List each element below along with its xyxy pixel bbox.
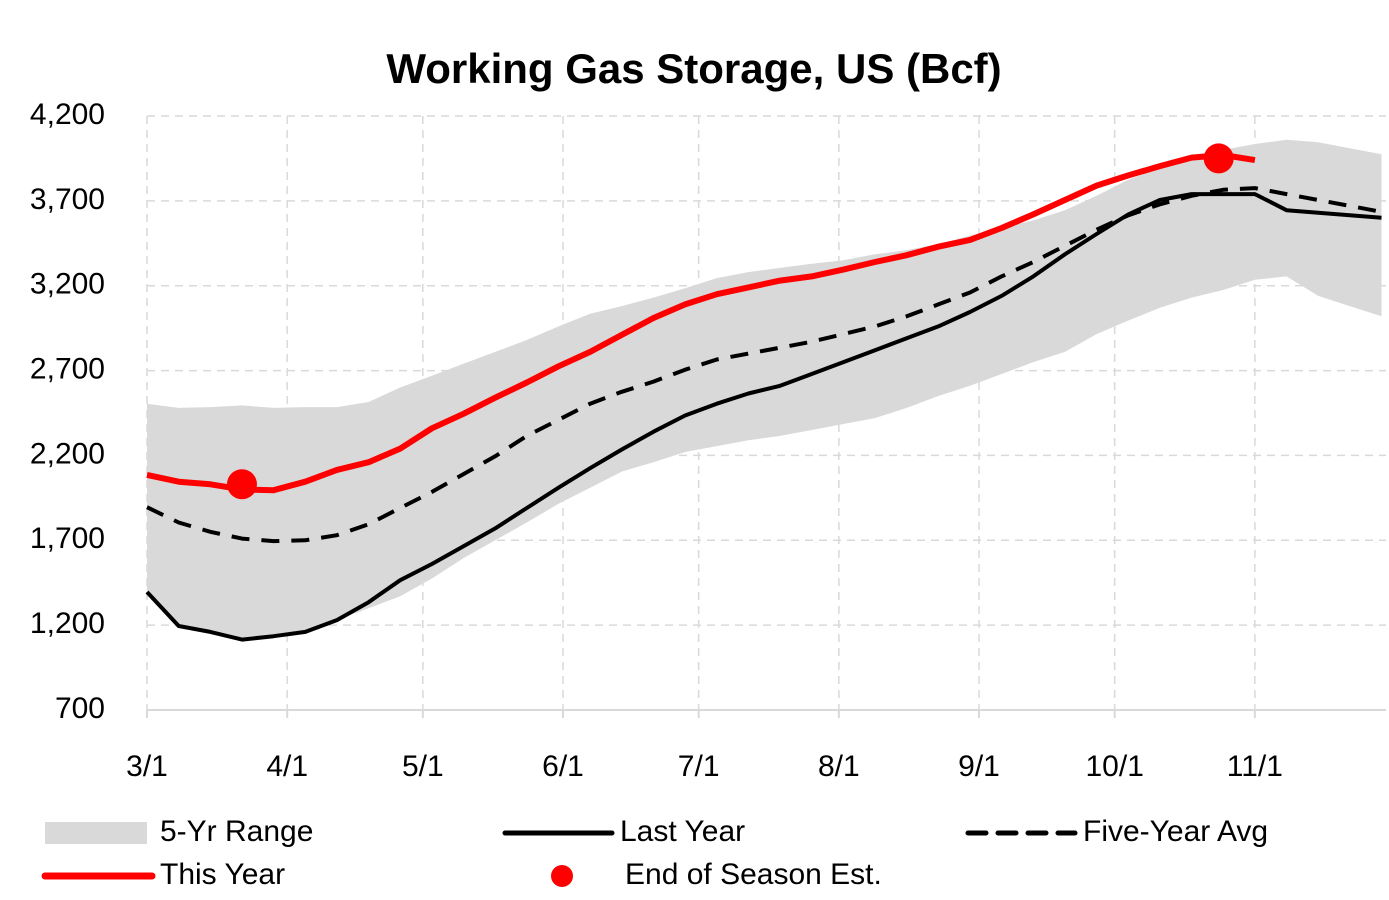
legend-label: End of Season Est. (625, 858, 882, 891)
legend-label: Last Year (620, 815, 745, 848)
x-tick-label: 11/1 (1227, 750, 1283, 783)
y-tick-label: 700 (55, 692, 105, 725)
x-tick-label: 10/1 (1085, 750, 1143, 783)
legend-label: Five-Year Avg (1083, 815, 1268, 848)
series-line (146, 186, 1382, 544)
x-tick-label: 4/1 (266, 750, 308, 783)
point (1203, 143, 1234, 174)
legend-swatch (45, 822, 147, 844)
x-tick-label: 5/1 (402, 750, 444, 783)
legend-label: This Year (160, 858, 285, 891)
x-tick-label: 8/1 (818, 750, 860, 783)
legend-swatch (551, 865, 573, 887)
y-tick-label: 1,200 (30, 607, 105, 640)
y-tick-label: 1,700 (30, 522, 105, 555)
chart-title: Working Gas Storage, US (Bcf) (386, 45, 1001, 92)
y-tick-label: 2,200 (30, 437, 105, 470)
x-tick-label: 9/1 (958, 750, 1000, 783)
x-tick-label: 3/1 (126, 750, 168, 783)
point (226, 469, 257, 500)
series-line (145, 192, 1382, 642)
x-tick-label: 7/1 (678, 750, 720, 783)
legend-label: 5-Yr Range (160, 815, 313, 848)
y-tick-label: 4,200 (30, 98, 105, 131)
y-tick-label: 3,200 (30, 268, 105, 301)
x-tick-label: 6/1 (542, 750, 584, 783)
series-line (146, 152, 1256, 494)
y-tick-label: 3,700 (30, 183, 105, 216)
y-tick-label: 2,700 (30, 352, 105, 385)
